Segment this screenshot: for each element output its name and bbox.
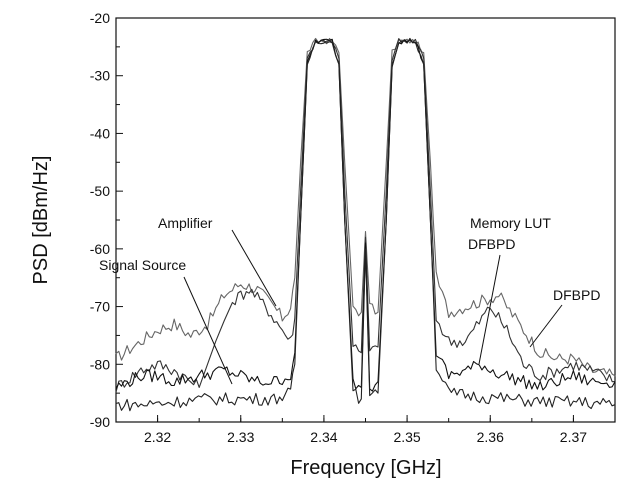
annotation-signal-source: Signal Source bbox=[99, 257, 186, 273]
series-line-1 bbox=[115, 38, 616, 393]
y-axis-title: PSD [dBm/Hz] bbox=[30, 156, 52, 285]
y-tick-label: -30 bbox=[90, 68, 110, 84]
annotation-dfbpd-2: DFBPD bbox=[553, 287, 600, 303]
y-tick-label: -90 bbox=[90, 414, 110, 430]
annotation-amplifier: Amplifier bbox=[158, 215, 213, 231]
annotation-dfbpd-1: DFBPD bbox=[468, 236, 515, 252]
annotation-amplifier-leader bbox=[231, 229, 277, 307]
y-tick-label: -70 bbox=[90, 299, 110, 315]
x-tick-label: 2.37 bbox=[560, 429, 587, 445]
annotation-signal-source-leader bbox=[183, 276, 233, 385]
annotation-dfbpd-2-leader bbox=[529, 304, 563, 348]
x-tick-label: 2.32 bbox=[144, 429, 171, 445]
x-tick-label: 2.35 bbox=[393, 429, 420, 445]
y-tick-label: -40 bbox=[90, 125, 110, 141]
y-tick-label: -20 bbox=[90, 10, 110, 26]
y-tick-label: -80 bbox=[90, 356, 110, 372]
series-layer bbox=[115, 37, 616, 412]
series-line-3 bbox=[115, 37, 616, 412]
x-tick-label: 2.33 bbox=[227, 429, 254, 445]
series-line-0 bbox=[115, 37, 616, 377]
annotation-memory-lut: Memory LUT bbox=[470, 215, 551, 231]
axis-ticks: 2.32 2.33 2.34 2.35 2.36 2.37 -90 -80 -70 -60 -50 -… bbox=[90, 10, 616, 445]
x-tick-label: 2.36 bbox=[477, 429, 504, 445]
annotation-layer: Amplifier Signal Source Memory LUT DFBPD… bbox=[99, 215, 600, 385]
x-tick-label: 2.34 bbox=[310, 429, 337, 445]
annotation-memory-lut-leader bbox=[478, 254, 501, 365]
y-tick-label: -60 bbox=[90, 241, 110, 257]
y-tick-label: -50 bbox=[90, 183, 110, 199]
x-axis-title: Frequency [GHz] bbox=[290, 457, 441, 479]
